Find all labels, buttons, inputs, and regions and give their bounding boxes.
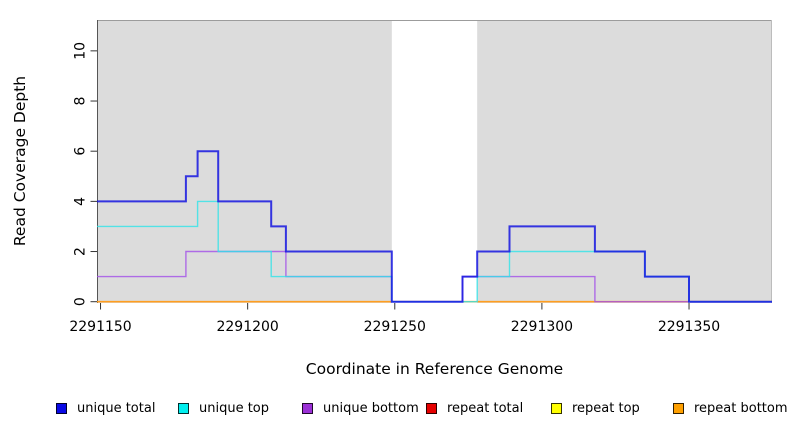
legend-swatch-icon	[302, 402, 313, 414]
x-tick-label: 2291350	[658, 319, 720, 335]
covered-region	[477, 20, 772, 303]
legend-label: unique total	[77, 400, 156, 416]
y-tick-label: 0	[73, 297, 89, 306]
y-tick-label: 6	[73, 147, 89, 156]
x-tick-label: 2291250	[364, 319, 426, 335]
legend-item-repeat-top: repeat top	[551, 399, 640, 417]
legend-swatch-icon	[551, 402, 562, 414]
legend-item-unique-total: unique total	[56, 399, 155, 417]
x-tick-label: 2291150	[69, 319, 131, 335]
x-axis-title: Coordinate in Reference Genome	[305, 360, 564, 378]
legend-label: repeat top	[572, 400, 640, 416]
coverage-chart: 2291150 2291200 2291250 2291300 2291350 0 2 4 6 8…	[69, 20, 772, 335]
legend-item-repeat-total: repeat total	[426, 399, 523, 417]
y-tick-label: 4	[73, 197, 89, 206]
legend-item-repeat-bottom: repeat bottom	[673, 399, 788, 417]
x-tick-label: 2291300	[511, 319, 573, 335]
chart-legend: unique total unique top unique bottom repea…	[0, 399, 792, 419]
legend-item-unique-top: unique top	[178, 399, 269, 417]
legend-label: repeat total	[447, 400, 524, 416]
legend-label: unique top	[199, 400, 270, 416]
y-tick-label: 8	[73, 97, 89, 106]
y-tick-label: 10	[73, 42, 89, 60]
legend-swatch-icon	[426, 402, 437, 414]
legend-label: repeat bottom	[694, 400, 788, 416]
legend-swatch-icon	[178, 402, 189, 414]
y-tick-label: 2	[73, 247, 89, 256]
legend-item-unique-bottom: unique bottom	[302, 399, 419, 417]
series-line-unique-total	[97, 150, 772, 303]
covered-region	[97, 20, 392, 303]
x-tick-label: 2291200	[216, 319, 278, 335]
legend-swatch-icon	[56, 402, 67, 414]
y-axis-title: Read Coverage Depth	[11, 75, 29, 247]
legend-label: unique bottom	[323, 400, 419, 416]
legend-swatch-icon	[673, 402, 684, 414]
